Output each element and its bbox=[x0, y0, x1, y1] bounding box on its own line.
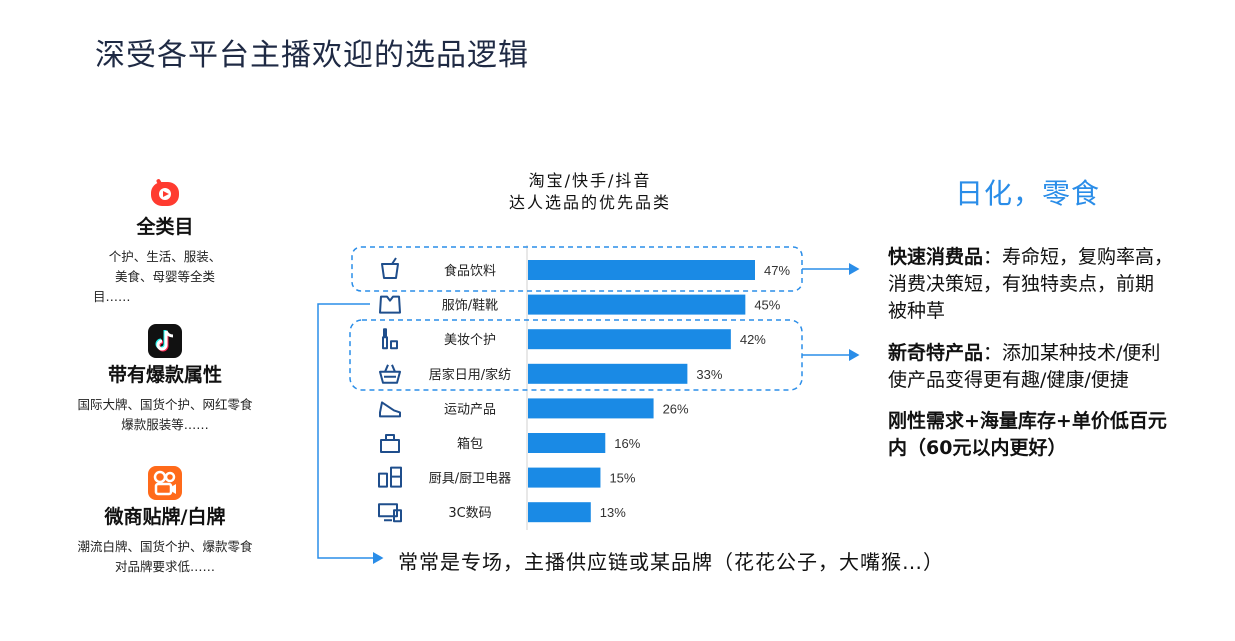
chart-header: 淘宝/快手/抖音 达人选品的优先品类 bbox=[470, 170, 710, 214]
platform-name: 微商贴牌/白牌 bbox=[104, 506, 226, 528]
fmcg-title: 快速消费品 bbox=[888, 246, 984, 268]
data-label: 15% bbox=[609, 471, 635, 486]
bar bbox=[528, 294, 746, 315]
data-label: 13% bbox=[600, 505, 626, 520]
bottom-note: 常常是专场，主播供应链或某品牌（花花公子，大嘴猴…） bbox=[398, 550, 944, 574]
category-label: 运动产品 bbox=[444, 402, 496, 417]
novelty-description: 新奇特产品：添加某种技术/便利 使产品变得更有趣/健康/便捷 bbox=[888, 340, 1160, 394]
category-label: 居家日用/家纺 bbox=[429, 367, 511, 383]
data-label: 26% bbox=[663, 401, 689, 416]
platform-desc: 个护、生活、服装、 美食、母婴等全类 目…… bbox=[45, 247, 285, 307]
novelty-text: 使产品变得更有趣/健康/便捷 bbox=[888, 369, 1129, 391]
platform-taobao: 全类目 个护、生活、服装、 美食、母婴等全类 目…… bbox=[45, 176, 285, 307]
devices-icon bbox=[378, 503, 402, 523]
drink-icon bbox=[381, 257, 399, 279]
basket-icon bbox=[379, 364, 401, 384]
platform-name: 全类目 bbox=[136, 216, 194, 238]
douyin-icon bbox=[148, 324, 182, 358]
platform-desc: 潮流白牌、国货个护、爆款零食 对品牌要求低…… bbox=[45, 537, 285, 577]
bar bbox=[528, 260, 755, 280]
category-label: 3C数码 bbox=[448, 506, 491, 521]
highlight-label: 日化，零食 bbox=[955, 177, 1101, 210]
connector-apparel bbox=[317, 303, 384, 564]
category-label: 食品饮料 bbox=[444, 263, 496, 279]
cosmetics-icon bbox=[382, 328, 398, 350]
desc-line: 爆款服装等…… bbox=[121, 417, 209, 432]
sneaker-icon bbox=[379, 401, 401, 418]
category-label: 箱包 bbox=[457, 436, 483, 452]
desc-line: 个护、生活、服装、 bbox=[108, 249, 222, 264]
data-label: 16% bbox=[614, 436, 640, 451]
page-title: 深受各平台主播欢迎的选品逻辑 bbox=[95, 38, 529, 73]
bar bbox=[528, 467, 601, 488]
fmcg-text: ：寿命短，复购率高， bbox=[983, 246, 1174, 268]
desc-line: 国际大牌、国货个护、网红零食 bbox=[77, 397, 253, 412]
desc-line: 目…… bbox=[93, 289, 131, 304]
platform-kuaishou: 微商贴牌/白牌 潮流白牌、国货个护、爆款零食 对品牌要求低…… bbox=[45, 466, 285, 577]
data-label: 45% bbox=[754, 298, 780, 313]
rigid-demand-text: 内（60元以内更好） bbox=[888, 437, 1067, 459]
desc-line: 对品牌要求低…… bbox=[114, 559, 215, 574]
novelty-title: 新奇特产品 bbox=[888, 342, 984, 364]
category-label: 美妆个护 bbox=[444, 333, 496, 348]
platform-desc: 国际大牌、国货个护、网红零食 爆款服装等…… bbox=[45, 395, 285, 435]
bar bbox=[528, 329, 731, 350]
bar bbox=[528, 502, 591, 523]
desc-line: 美食、母婴等全类 bbox=[114, 269, 215, 284]
fmcg-text: 消费决策短，有独特卖点，前期 bbox=[888, 273, 1155, 295]
taobao-live-icon bbox=[148, 176, 182, 210]
shirt-icon bbox=[379, 295, 401, 314]
bag-icon bbox=[380, 434, 400, 453]
fmcg-description: 快速消费品：寿命短，复购率高， 消费决策短，有独特卖点，前期 被种草 bbox=[888, 244, 1173, 325]
novelty-text: ：添加某种技术/便利 bbox=[983, 342, 1161, 364]
category-label: 服饰/鞋靴 bbox=[442, 298, 498, 314]
data-label: 42% bbox=[740, 332, 766, 347]
fmcg-text: 被种草 bbox=[888, 300, 946, 322]
platform-douyin: 带有爆款属性 国际大牌、国货个护、网红零食 爆款服装等…… bbox=[45, 324, 285, 435]
category-label: 厨具/厨卫电器 bbox=[429, 472, 511, 487]
rigid-demand-text: 刚性需求+海量库存+单价低百元 bbox=[888, 410, 1167, 432]
rigid-demand-description: 刚性需求+海量库存+单价低百元 内（60元以内更好） bbox=[888, 408, 1167, 462]
bar bbox=[528, 398, 654, 419]
kitchen-appliance-icon bbox=[378, 466, 402, 488]
bar bbox=[528, 363, 688, 384]
data-label: 33% bbox=[696, 367, 722, 382]
kuaishou-icon bbox=[148, 466, 182, 500]
platform-name: 带有爆款属性 bbox=[107, 364, 222, 386]
desc-line: 潮流白牌、国货个护、爆款零食 bbox=[77, 539, 253, 554]
data-label: 47% bbox=[764, 263, 790, 278]
chart-header-line2: 达人选品的优先品类 bbox=[508, 193, 671, 212]
bar bbox=[528, 433, 606, 453]
chart-header-line1: 淘宝/快手/抖音 bbox=[528, 171, 652, 190]
